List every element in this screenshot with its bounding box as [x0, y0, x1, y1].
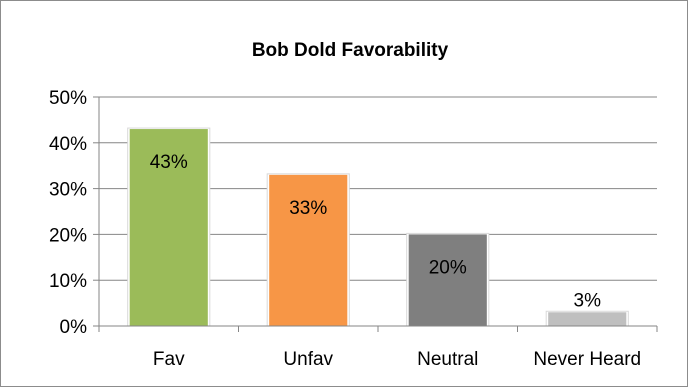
data-label: 33% [289, 198, 327, 219]
y-axis: 0% 10% 20% 30% 40% 50% [49, 88, 100, 338]
x-tick-label: Unfav [283, 349, 333, 370]
y-tick-label: 0% [60, 317, 88, 338]
bar [129, 129, 208, 326]
x-tick-label: Fav [153, 349, 185, 370]
x-tick-label: Never Heard [533, 349, 641, 370]
x-axis: Fav Unfav Neutral Never Heard [98, 325, 658, 370]
bar [408, 234, 487, 326]
chart-title: Bob Dold Favorability [252, 40, 449, 61]
y-tick-label: 30% [49, 180, 87, 201]
x-tick-label: Neutral [417, 349, 478, 370]
y-tick-label: 20% [49, 225, 87, 246]
y-tick-label: 40% [49, 134, 87, 155]
bars [127, 127, 629, 327]
y-tick-label: 10% [49, 271, 87, 292]
bar [269, 174, 348, 326]
data-label: 43% [150, 152, 188, 173]
data-label: 20% [429, 257, 467, 278]
bar [548, 312, 627, 326]
data-labels: 43% 33% 20% 3% [150, 152, 601, 311]
data-label: 3% [574, 290, 602, 311]
y-tick-label: 50% [49, 88, 87, 109]
